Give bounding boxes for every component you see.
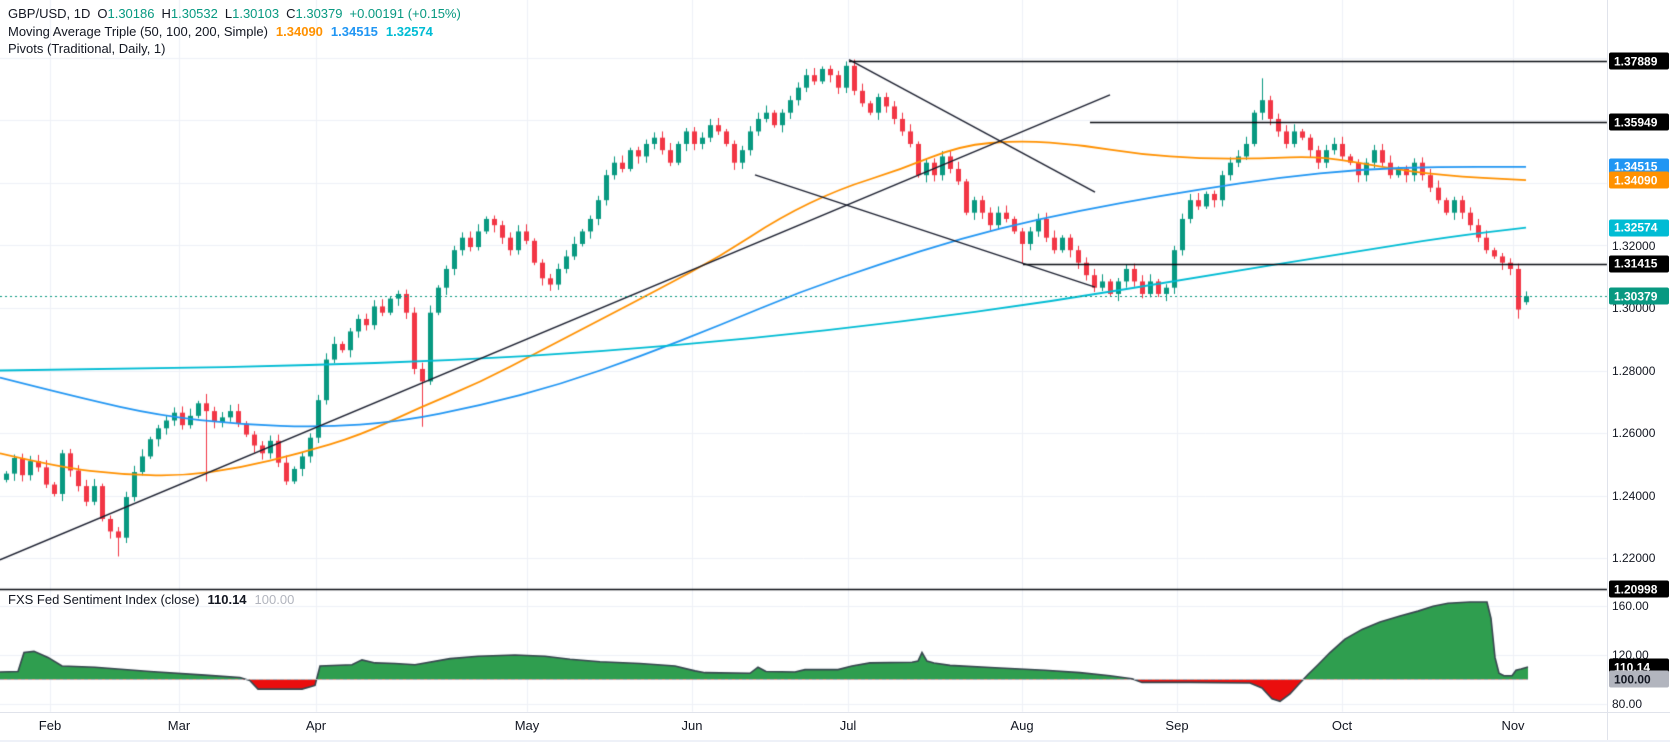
symbol-legend-row[interactable]: GBP/USD, 1D O1.30186 H1.30532 L1.30103 C1.30…: [8, 5, 461, 23]
symbol-title: GBP/USD, 1D: [8, 6, 91, 21]
price-level-chip: 1.34515: [1609, 158, 1669, 176]
indicator-tick-label: 160.00: [1612, 599, 1649, 614]
indicator-value-chip: 100.00: [1609, 670, 1669, 688]
open-value: 1.30186: [107, 6, 155, 21]
price-level-chip: 1.30379: [1609, 287, 1669, 305]
month-label-mar: Mar: [167, 718, 191, 733]
low-key: L: [224, 6, 233, 21]
ma100-value: 1.34515: [330, 23, 378, 39]
month-label-feb: Feb: [38, 718, 62, 733]
month-label-jun: Jun: [681, 718, 703, 733]
price-tick-label: 1.22000: [1612, 551, 1656, 565]
indicator-legend-row[interactable]: FXS Fed Sentiment Index (close) 110.14 100…: [8, 592, 294, 607]
high-value: 1.30532: [170, 6, 218, 21]
pivots-legend-row[interactable]: Pivots (Traditional, Daily, 1): [8, 40, 461, 58]
ma-title: Moving Average Triple (50, 100, 200, Sim…: [8, 23, 268, 39]
time-axis-separator: [0, 712, 1670, 713]
low-value: 1.30103: [232, 6, 280, 21]
price-tick-label: 1.28000: [1612, 363, 1656, 378]
indicator-value: 110.14: [207, 592, 247, 607]
ma50-value: 1.34090: [275, 23, 323, 39]
month-label-aug: Aug: [1010, 718, 1034, 733]
indicator-tick-label: 80.00: [1612, 696, 1643, 711]
price-level-chip: 1.20998: [1609, 580, 1669, 598]
ma-legend-row[interactable]: Moving Average Triple (50, 100, 200, Sim…: [8, 23, 461, 41]
price-tick-label: 1.32000: [1612, 238, 1656, 253]
open-key: O: [97, 6, 108, 21]
price-tick-label: 1.24000: [1612, 488, 1656, 503]
close-value: 1.30379: [295, 6, 343, 21]
month-label-nov: Nov: [1501, 718, 1525, 733]
month-label-may: May: [514, 718, 540, 733]
price-level-chip: 1.37889: [1609, 52, 1669, 70]
price-level-chip: 1.31415: [1609, 255, 1669, 273]
bottom-edge-strip: [0, 740, 1670, 742]
month-label-sep: Sep: [1165, 718, 1189, 733]
price-axis-separator: [1607, 0, 1608, 742]
price-level-chip: 1.35949: [1609, 113, 1669, 131]
indicator-tick-label: 120.00: [1612, 648, 1649, 662]
pivots-title: Pivots (Traditional, Daily, 1): [8, 41, 166, 56]
price-tick-label: 1.26000: [1612, 426, 1656, 440]
month-label-apr: Apr: [305, 718, 327, 733]
month-label-jul: Jul: [839, 718, 857, 733]
month-label-oct: Oct: [1331, 718, 1353, 733]
chart-legend: GBP/USD, 1D O1.30186 H1.30532 L1.30103 C1.30…: [8, 5, 461, 58]
indicator-baseline-value: 100.00: [254, 592, 295, 607]
close-key: C: [286, 6, 296, 21]
indicator-title: FXS Fed Sentiment Index (close): [8, 592, 200, 607]
price-level-chip: 1.32574: [1609, 219, 1669, 237]
price-level-chip: 1.34090: [1609, 171, 1669, 189]
high-key: H: [161, 6, 171, 21]
ma200-value: 1.32574: [385, 23, 433, 39]
change-value: +0.00191 (+0.15%): [349, 6, 461, 21]
